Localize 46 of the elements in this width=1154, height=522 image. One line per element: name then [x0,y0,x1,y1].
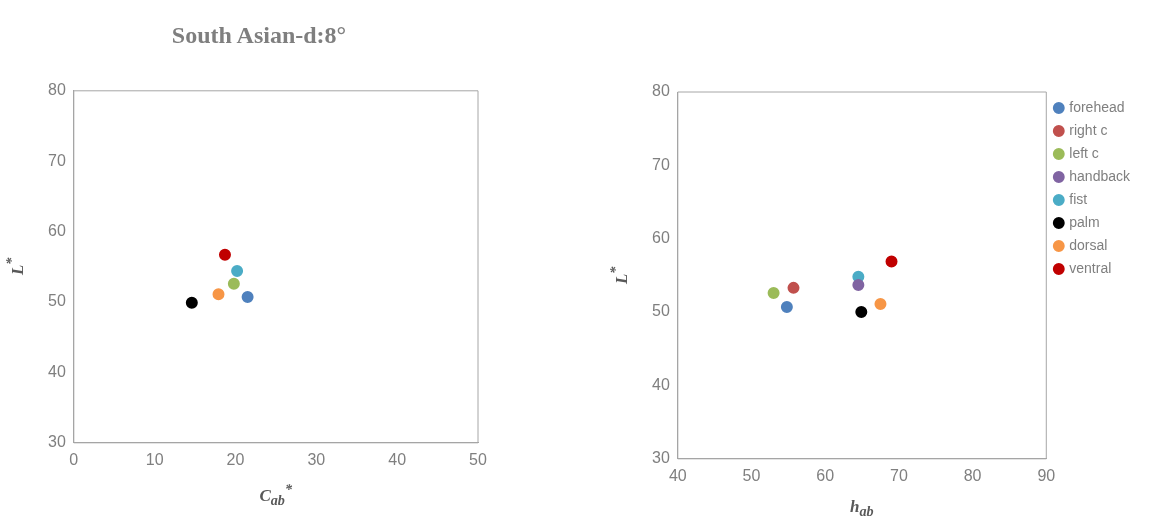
y-tick-label: 70 [48,151,66,169]
point [852,278,865,291]
y-tick-label: 80 [652,82,670,100]
x-tick-label: 20 [226,450,245,468]
x-axis-title: h$_{ab}$ [850,496,874,521]
legend-label: left c [1069,144,1099,161]
point [787,281,800,294]
point [231,265,244,278]
legend-label: fist [1069,190,1088,207]
y-tick-label: 40 [652,375,670,393]
y-tick-label: 30 [48,433,66,451]
x-tick-label: 60 [816,466,835,484]
x-tick-label: 40 [668,466,687,484]
y-tick-label: 50 [48,292,66,310]
y-tick-label: 60 [48,222,66,240]
point [241,291,254,304]
point [212,288,225,301]
point [218,248,231,261]
x-tick-label: 80 [963,466,982,484]
x-tick-label: 10 [145,450,164,468]
legend-label: forehead [1069,98,1125,115]
legend-label: right c [1069,121,1108,138]
point [227,277,240,290]
x-tick-label: 0 [69,450,79,468]
y-tick-label: 60 [652,229,670,247]
y-tick-label: 40 [48,362,66,380]
point [767,287,780,300]
chart-title: South Asian-d:8° [171,21,347,48]
x-tick-label: 70 [889,466,908,484]
y-tick-label: 50 [652,302,670,320]
point [885,255,898,268]
x-tick-label: 50 [469,450,487,468]
point [874,298,887,311]
point [855,306,868,319]
x-tick-label: 30 [307,450,326,468]
x-tick-label: 50 [742,466,761,484]
legend-label: dorsal [1069,236,1108,253]
legend-label: palm [1069,213,1100,230]
legend-label: ventral [1069,259,1112,276]
y-tick-label: 70 [652,155,670,173]
y-tick-label: 80 [48,81,66,99]
point [780,300,793,313]
point [185,296,198,309]
x-tick-label: 90 [1037,466,1056,484]
x-tick-label: 40 [388,450,407,468]
legend-label: handback [1069,167,1131,184]
